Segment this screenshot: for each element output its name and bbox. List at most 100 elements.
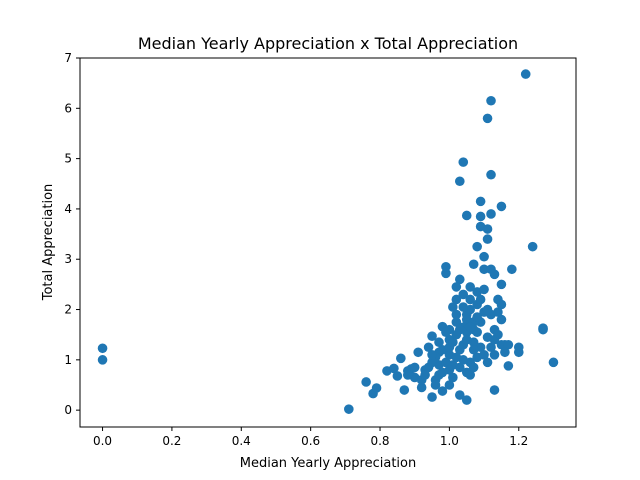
x-tick-label: 0.2 (162, 434, 181, 448)
y-tick-label: 4 (64, 202, 72, 216)
data-point (503, 339, 514, 350)
data-point (465, 322, 476, 332)
x-tick-label: 0.6 (301, 434, 320, 448)
data-point (507, 264, 517, 275)
data-point (475, 294, 486, 305)
x-tick-label: 1.2 (509, 434, 528, 448)
data-point (496, 279, 507, 290)
data-point (475, 211, 486, 222)
data-point (479, 251, 489, 262)
data-point (496, 201, 507, 212)
data-point (427, 392, 437, 402)
data-point (461, 395, 472, 405)
data-point (503, 361, 514, 371)
data-point (451, 282, 462, 292)
data-point (458, 289, 469, 300)
data-point (472, 312, 482, 322)
x-tick-label: 1.0 (440, 434, 459, 448)
y-axis-ticks: 0 1 2 3 4 5 6 7 (64, 51, 80, 417)
data-point (402, 370, 413, 380)
data-point (489, 334, 500, 345)
data-point (513, 347, 524, 358)
data-point (486, 169, 496, 180)
data-point (496, 314, 507, 325)
data-point (448, 302, 458, 312)
data-point (520, 69, 531, 79)
data-point (430, 380, 441, 390)
data-point (455, 176, 465, 187)
data-point (458, 157, 469, 167)
data-point (465, 282, 476, 292)
data-point (458, 302, 469, 312)
data-point (441, 261, 451, 272)
data-point (455, 344, 465, 355)
data-point (472, 327, 482, 337)
data-point (444, 380, 455, 390)
data-point (371, 383, 382, 393)
data-point (455, 324, 465, 335)
x-axis-label: Median Yearly Appreciation (240, 456, 416, 471)
data-point (434, 337, 444, 348)
data-point (392, 371, 403, 381)
data-point (482, 224, 493, 234)
data-point (437, 386, 448, 396)
data-point (479, 264, 489, 275)
x-tick-label: 0.0 (93, 434, 112, 448)
data-point (461, 367, 472, 378)
data-point (461, 334, 472, 345)
x-tick-label: 0.8 (370, 434, 389, 448)
plot-frame (79, 57, 577, 428)
data-point (451, 352, 462, 363)
data-point (423, 342, 434, 353)
data-point (479, 284, 489, 295)
data-point (468, 259, 479, 270)
data-point (496, 299, 507, 310)
data-point (489, 385, 500, 395)
y-tick-label: 2 (64, 303, 72, 317)
data-point (97, 355, 108, 365)
data-point (409, 362, 420, 373)
data-point (489, 350, 500, 360)
data-point (479, 350, 489, 360)
data-point (413, 347, 423, 358)
data-point (416, 382, 427, 393)
data-point (396, 353, 406, 364)
y-tick-label: 0 (64, 403, 72, 417)
data-point (344, 404, 354, 414)
data-point (441, 357, 451, 368)
data-point (486, 95, 496, 106)
y-tick-label: 5 (64, 152, 72, 166)
data-point (482, 304, 493, 315)
data-point (461, 210, 472, 221)
data-point (496, 339, 507, 350)
data-point (538, 323, 548, 333)
data-point (437, 367, 448, 378)
data-point (420, 370, 430, 380)
data-point (441, 327, 451, 337)
data-point (455, 274, 465, 285)
x-tick-label: 0.4 (232, 434, 251, 448)
data-point (482, 357, 493, 368)
data-point (493, 307, 503, 317)
y-tick-label: 3 (64, 252, 72, 266)
data-point (399, 385, 410, 395)
data-point (486, 342, 496, 353)
chart-title: Median Yearly Appreciation x Total Appre… (138, 34, 518, 53)
data-point (448, 337, 458, 348)
y-axis-label: Total Appreciation (41, 184, 56, 302)
points-layer (97, 69, 559, 414)
y-tick-label: 6 (64, 101, 72, 115)
y-tick-label: 1 (64, 353, 72, 367)
data-point (472, 241, 482, 252)
data-point (455, 362, 465, 373)
data-point (475, 196, 486, 207)
data-point (451, 309, 462, 320)
data-point (465, 294, 476, 305)
data-point (489, 269, 500, 280)
data-point (486, 209, 496, 219)
data-point (468, 362, 479, 373)
data-point (451, 317, 462, 327)
data-point (468, 344, 479, 355)
